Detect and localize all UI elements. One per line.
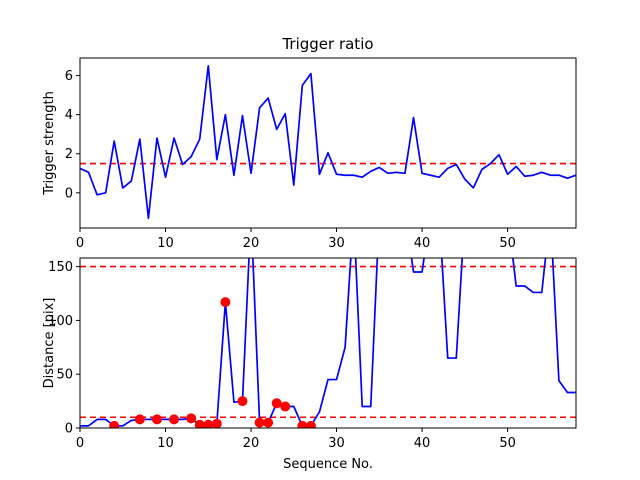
series-line-0: [80, 258, 576, 427]
x-tick-label-0: 0: [76, 436, 84, 451]
plot-content: [80, 258, 576, 428]
data-point-1-0: [109, 420, 120, 428]
x-tick-label-5: 50: [499, 236, 516, 251]
x-tick-label-1: 10: [157, 436, 174, 451]
y-tick-label-0: 0: [65, 186, 73, 201]
plot-content: [80, 64, 576, 220]
axes-frame: [79, 57, 577, 229]
data-point-1-15: [305, 420, 316, 428]
x-tick-label-4: 40: [414, 436, 431, 451]
y-axis-label: Trigger strength: [42, 91, 57, 196]
data-point-1-7: [211, 418, 222, 428]
x-tick-label-3: 30: [328, 236, 345, 251]
y-tick-label-1: 50: [56, 368, 73, 383]
data-point-1-9: [237, 396, 248, 407]
y-tick-label-2: 4: [65, 108, 73, 123]
data-point-1-11: [263, 417, 274, 428]
x-tick-label-0: 0: [76, 236, 84, 251]
x-tick-label-2: 20: [243, 436, 260, 451]
y-axis-label: Distance [pix]: [42, 298, 57, 389]
x-tick-label-1: 10: [157, 236, 174, 251]
y-tick-label-2: 100: [48, 314, 73, 329]
data-point-1-10: [254, 417, 265, 428]
x-tick-label-2: 20: [243, 236, 260, 251]
x-tick-label-3: 30: [328, 436, 345, 451]
y-tick-label-3: 6: [65, 69, 73, 84]
data-point-1-8: [220, 297, 231, 308]
y-tick-label-1: 2: [65, 147, 73, 162]
axes-frame: [79, 257, 577, 429]
y-tick-label-3: 150: [48, 260, 73, 275]
plot-area: [80, 258, 576, 428]
data-point-1-1: [134, 414, 145, 425]
data-point-1-13: [280, 401, 291, 412]
data-point-1-2: [151, 414, 162, 425]
data-point-1-3: [169, 414, 180, 425]
x-axis-label: Sequence No.: [283, 457, 373, 472]
data-point-1-12: [271, 398, 282, 409]
data-point-1-4: [186, 413, 197, 424]
x-tick-label-5: 50: [499, 436, 516, 451]
x-tick-label-4: 40: [414, 236, 431, 251]
chart-title: Trigger ratio: [281, 35, 373, 53]
series-line-0: [80, 64, 576, 220]
chart-trigger-ratio: 010203040500246Sequence No.Trigger stren…: [42, 35, 577, 272]
y-tick-label-0: 0: [65, 422, 73, 437]
plot-area: [80, 58, 576, 228]
chart-distance: 0 10 20 30 40 50 0 50 100 150 Sequence No. Distance…: [42, 257, 577, 472]
